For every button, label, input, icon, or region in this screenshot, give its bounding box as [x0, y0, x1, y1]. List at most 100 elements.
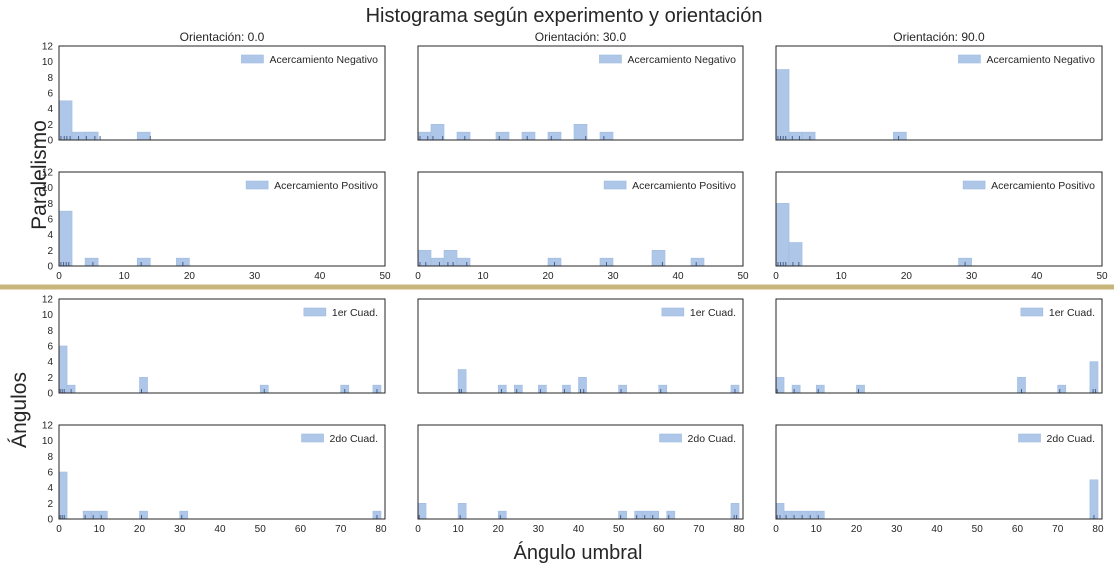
y-tick-label: 8 [47, 452, 53, 463]
legend-swatch [661, 307, 685, 317]
legend-label: 2do Cuad. [1047, 433, 1095, 445]
histogram-bar [642, 510, 652, 520]
column-title: Orientación: 0.0 [180, 30, 265, 44]
x-tick-label: 50 [379, 271, 391, 282]
legend-swatch [301, 433, 324, 443]
histogram-bar [666, 510, 676, 520]
histogram-bar [90, 510, 100, 520]
histogram-panel: 2do Cuad. 0 2 4 6 8 10 12 0 10 20 30 40 50 60 70 80 [42, 421, 387, 536]
x-tick-label: 0 [56, 271, 62, 282]
x-tick-label: 0 [56, 524, 62, 535]
legend-label: 1er Cuad. [1049, 307, 1095, 319]
axes-frame [58, 424, 386, 520]
x-tick-label: 10 [836, 271, 848, 282]
legend-label: Acercamiento Positivo [991, 180, 1095, 192]
histogram-bar [179, 510, 189, 520]
x-tick-label: 0 [773, 271, 779, 282]
histogram-bar [139, 510, 148, 520]
y-tick-label: 2 [47, 246, 53, 257]
histogram-bar [573, 124, 588, 141]
histogram-bar [456, 257, 471, 267]
x-tick-label: 50 [737, 271, 749, 282]
y-tick-label: 12 [42, 42, 54, 53]
y-tick-label: 10 [42, 57, 54, 68]
histogram-bar [690, 257, 705, 267]
x-tick-label: 50 [613, 524, 625, 535]
x-tick-label: 60 [295, 524, 307, 535]
histogram-bar [457, 503, 467, 520]
group-label-angulos: Ángulos [8, 372, 31, 448]
y-tick-label: 6 [47, 215, 53, 226]
x-tick-label: 0 [415, 524, 421, 535]
x-tick-label: 10 [477, 271, 489, 282]
y-tick-label: 8 [47, 326, 53, 337]
histogram-panel: Acercamiento Negativo [417, 45, 744, 141]
histogram-bar [58, 210, 73, 267]
histogram-bar [801, 131, 816, 141]
histogram-bar [618, 384, 627, 394]
x-tick-label: 10 [453, 524, 465, 535]
y-tick-label: 0 [47, 136, 53, 147]
legend-label: 2do Cuad. [688, 433, 736, 445]
histogram-bar [430, 257, 445, 267]
legend-swatch [1020, 307, 1044, 317]
legend-label: Acercamiento Positivo [632, 180, 736, 192]
histogram-bar [497, 384, 507, 394]
y-tick-label: 4 [47, 357, 53, 368]
legend-swatch [603, 180, 627, 190]
x-tick-label: 50 [1096, 271, 1108, 282]
histogram-bar [562, 384, 571, 394]
legend-swatch [659, 433, 682, 443]
x-tick-label: 30 [174, 524, 186, 535]
axes-frame [417, 45, 744, 141]
histogram-bar [98, 510, 108, 520]
y-tick-label: 4 [47, 230, 53, 241]
histogram-bar [791, 510, 801, 520]
histogram-panel: 1er Cuad. 0 2 4 6 8 10 12 [42, 295, 386, 400]
x-tick-label: 40 [214, 524, 226, 535]
histogram-bar [497, 510, 507, 520]
histogram-bar [775, 69, 790, 141]
y-tick-label: 0 [47, 515, 53, 526]
histogram-bar [650, 510, 660, 520]
x-tick-label: 10 [94, 524, 106, 535]
histogram-bar [495, 131, 510, 141]
histogram-bar [547, 131, 562, 141]
x-tick-label: 10 [811, 524, 823, 535]
histogram-bar [730, 503, 740, 520]
y-tick-label: 12 [42, 421, 54, 432]
legend-swatch [241, 54, 264, 64]
x-tick-label: 70 [335, 524, 347, 535]
y-tick-label: 12 [42, 168, 54, 179]
x-tick-label: 10 [119, 271, 131, 282]
x-tick-label: 20 [542, 271, 554, 282]
column-title: Orientación: 30.0 [535, 30, 627, 44]
y-tick-label: 10 [42, 183, 54, 194]
histogram-bar [618, 510, 627, 520]
histogram-bar [807, 510, 817, 520]
histogram-panel: 2do Cuad. 0 10 20 30 40 50 60 70 80 [415, 424, 745, 535]
legend-swatch [962, 180, 986, 190]
histogram-bar [82, 510, 92, 520]
x-tick-label: 80 [733, 524, 745, 535]
histogram-bar [58, 471, 68, 520]
x-tick-label: 30 [607, 271, 619, 282]
histogram-bar [538, 384, 547, 394]
x-tick-label: 60 [1012, 524, 1024, 535]
legend-label: Acercamiento Negativo [986, 54, 1095, 66]
x-tick-label: 40 [573, 524, 585, 535]
y-tick-label: 4 [47, 104, 53, 115]
axes-frame [417, 171, 744, 267]
x-tick-label: 20 [493, 524, 505, 535]
y-tick-label: 6 [47, 89, 53, 100]
legend-swatch [303, 307, 327, 317]
x-tick-label: 30 [891, 524, 903, 535]
legend-swatch [245, 180, 269, 190]
histogram-panel: 1er Cuad. [775, 298, 1103, 394]
x-tick-label: 50 [972, 524, 984, 535]
x-tick-label: 20 [851, 524, 863, 535]
legend-label: 2do Cuad. [330, 433, 378, 445]
histogram-bar [58, 100, 73, 141]
histogram-bar [513, 384, 523, 394]
x-tick-label: 30 [966, 271, 978, 282]
